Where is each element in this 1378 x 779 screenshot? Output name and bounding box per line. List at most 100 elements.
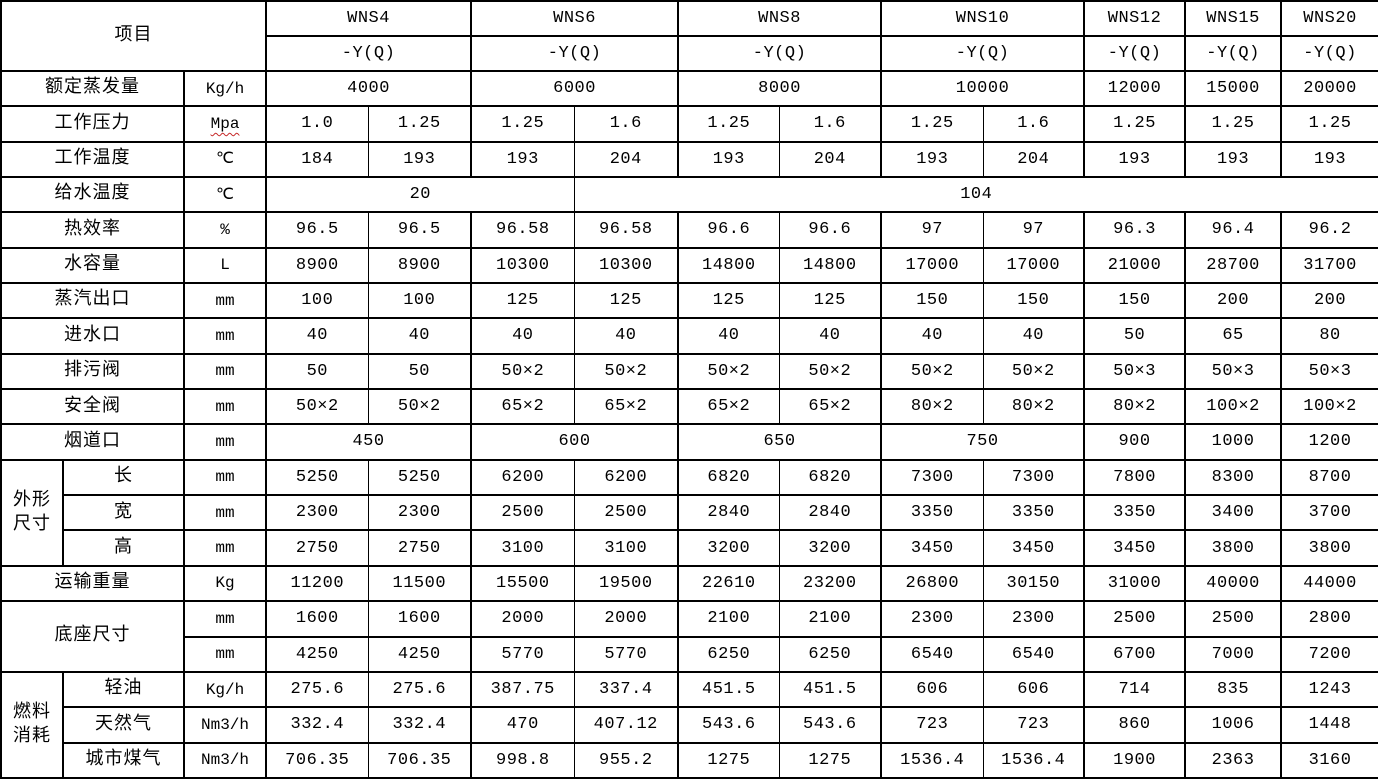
value-cell: 193 bbox=[677, 140, 780, 179]
variant-header: -Y(Q) bbox=[470, 35, 679, 72]
value-cell: 97 bbox=[880, 211, 984, 249]
value-cell: 706.35 bbox=[265, 741, 369, 779]
value-cell: 65×2 bbox=[778, 388, 882, 426]
value-cell: 3350 bbox=[880, 494, 984, 532]
value-cell: 2300 bbox=[880, 600, 984, 638]
row-label: 工作压力 bbox=[0, 105, 185, 143]
unit-label: mm bbox=[182, 282, 267, 320]
value-cell: 96.58 bbox=[573, 211, 679, 249]
unit-label: Nm3/h bbox=[182, 741, 267, 779]
row-label: 工作温度 bbox=[0, 140, 185, 179]
value-cell: 50×3 bbox=[1184, 352, 1282, 391]
value-cell: 20 bbox=[265, 176, 575, 214]
value-cell: 204 bbox=[778, 140, 882, 179]
value-cell: 3200 bbox=[778, 529, 882, 567]
value-cell: 96.58 bbox=[470, 211, 575, 249]
value-cell: 6250 bbox=[778, 635, 882, 673]
value-cell: 3400 bbox=[1184, 494, 1282, 532]
value-cell: 998.8 bbox=[470, 741, 575, 779]
value-cell: 50×2 bbox=[982, 352, 1085, 391]
value-cell: 2840 bbox=[677, 494, 780, 532]
value-cell: 96.6 bbox=[778, 211, 882, 249]
unit-label: ℃ bbox=[182, 140, 267, 179]
value-cell: 5250 bbox=[367, 458, 472, 497]
value-cell: 723 bbox=[982, 706, 1085, 744]
value-cell: 26800 bbox=[880, 564, 984, 603]
value-cell: 100 bbox=[367, 282, 472, 320]
value-cell: 600 bbox=[470, 423, 679, 461]
value-cell: 80 bbox=[1280, 317, 1378, 355]
value-cell: 1275 bbox=[677, 741, 780, 779]
value-cell: 3700 bbox=[1280, 494, 1378, 532]
value-cell: 2300 bbox=[265, 494, 369, 532]
value-cell: 80×2 bbox=[982, 388, 1085, 426]
value-cell: 332.4 bbox=[367, 706, 472, 744]
value-cell: 40 bbox=[367, 317, 472, 355]
value-cell: 2750 bbox=[265, 529, 369, 567]
value-cell: 1000 bbox=[1184, 423, 1282, 461]
value-cell: 65×2 bbox=[470, 388, 575, 426]
value-cell: 193 bbox=[367, 140, 472, 179]
value-cell: 200 bbox=[1280, 282, 1378, 320]
value-cell: 100×2 bbox=[1184, 388, 1282, 426]
value-cell: 1600 bbox=[265, 600, 369, 638]
value-cell: 1.25 bbox=[1083, 105, 1186, 143]
value-cell: 1.25 bbox=[1280, 105, 1378, 143]
variant-header: -Y(Q) bbox=[677, 35, 882, 72]
variant-header: -Y(Q) bbox=[1184, 35, 1282, 72]
value-cell: 1275 bbox=[778, 741, 882, 779]
value-cell: 1243 bbox=[1280, 670, 1378, 709]
row-label: 底座尺寸 bbox=[0, 600, 185, 673]
unit-label: mm bbox=[182, 494, 267, 532]
value-cell: 23200 bbox=[778, 564, 882, 603]
row-label: 天然气 bbox=[62, 706, 185, 744]
value-cell: 40 bbox=[470, 317, 575, 355]
value-cell: 451.5 bbox=[677, 670, 780, 709]
value-cell: 2750 bbox=[367, 529, 472, 567]
row-label: 排污阀 bbox=[0, 352, 185, 391]
value-cell: 50×2 bbox=[778, 352, 882, 391]
value-cell: 125 bbox=[470, 282, 575, 320]
value-cell: 1.25 bbox=[1184, 105, 1282, 143]
value-cell: 50×2 bbox=[367, 388, 472, 426]
value-cell: 193 bbox=[1184, 140, 1282, 179]
model-header: WNS6 bbox=[470, 0, 679, 37]
value-cell: 2840 bbox=[778, 494, 882, 532]
value-cell: 10300 bbox=[470, 246, 575, 285]
unit-label: Mpa bbox=[182, 105, 267, 143]
value-cell: 3450 bbox=[1083, 529, 1186, 567]
value-cell: 40000 bbox=[1184, 564, 1282, 603]
value-cell: 750 bbox=[880, 423, 1085, 461]
value-cell: 6200 bbox=[573, 458, 679, 497]
value-cell: 7200 bbox=[1280, 635, 1378, 673]
value-cell: 2000 bbox=[573, 600, 679, 638]
value-cell: 5250 bbox=[265, 458, 369, 497]
value-cell: 40 bbox=[880, 317, 984, 355]
value-cell: 2300 bbox=[982, 600, 1085, 638]
unit-label: mm bbox=[182, 317, 267, 355]
value-cell: 40 bbox=[677, 317, 780, 355]
row-label: 宽 bbox=[62, 494, 185, 532]
row-label: 额定蒸发量 bbox=[0, 69, 185, 108]
value-cell: 40 bbox=[573, 317, 679, 355]
row-label: 轻油 bbox=[62, 670, 185, 709]
value-cell: 7300 bbox=[880, 458, 984, 497]
value-cell: 955.2 bbox=[573, 741, 679, 779]
value-cell: 1006 bbox=[1184, 706, 1282, 744]
value-cell: 8900 bbox=[367, 246, 472, 285]
value-cell: 3200 bbox=[677, 529, 780, 567]
row-label: 给水温度 bbox=[0, 176, 185, 214]
model-header: WNS15 bbox=[1184, 0, 1282, 37]
value-cell: 28700 bbox=[1184, 246, 1282, 285]
value-cell: 50×2 bbox=[677, 352, 780, 391]
value-cell: 1536.4 bbox=[880, 741, 984, 779]
value-cell: 50×2 bbox=[265, 388, 369, 426]
value-cell: 2300 bbox=[367, 494, 472, 532]
value-cell: 11200 bbox=[265, 564, 369, 603]
value-cell: 65×2 bbox=[573, 388, 679, 426]
corner-header: 项目 bbox=[0, 0, 267, 72]
value-cell: 204 bbox=[982, 140, 1085, 179]
value-cell: 125 bbox=[573, 282, 679, 320]
unit-label: mm bbox=[182, 388, 267, 426]
